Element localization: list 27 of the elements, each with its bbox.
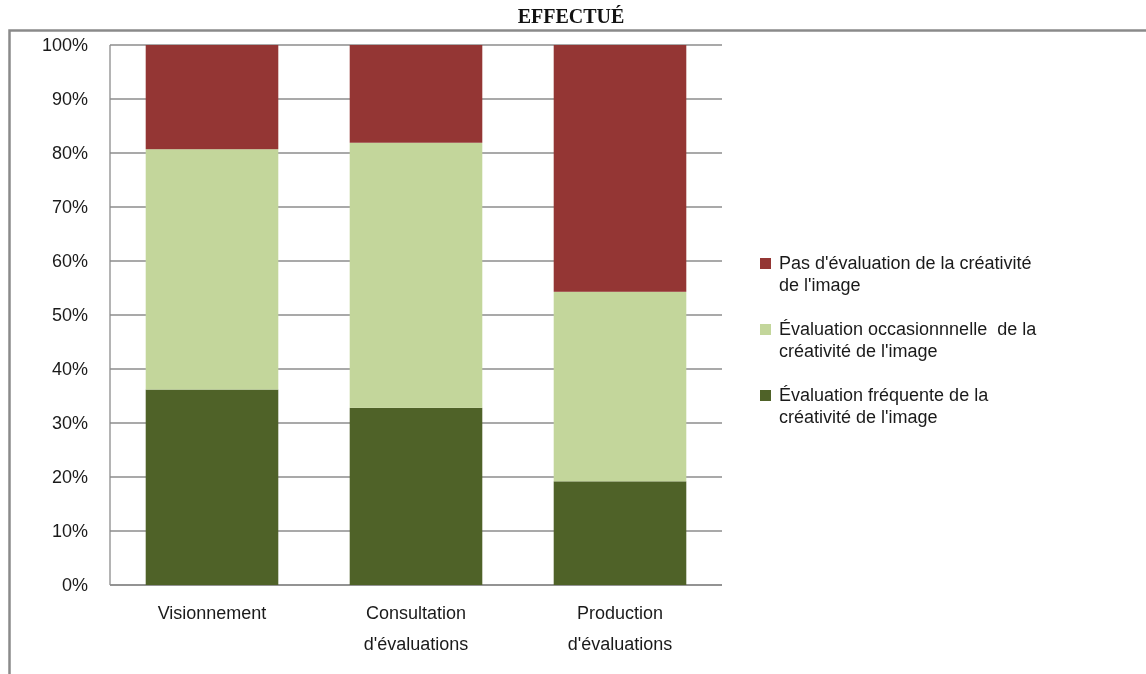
y-tick-label: 100% [41, 35, 88, 56]
bar [349, 142, 483, 408]
bar [349, 407, 483, 585]
bar [145, 389, 279, 585]
legend-label: Pas d'évaluation de la créativité de l'image [779, 253, 1032, 295]
bar [349, 45, 483, 143]
bar [553, 45, 687, 292]
x-tick-label: Consultation d'évaluations [363, 603, 469, 654]
bar [145, 149, 279, 390]
legend-label: Évaluation occasionnnelle de la créativité de l'image [779, 319, 1038, 361]
y-tick-label: 40% [51, 359, 88, 380]
bar [145, 45, 279, 150]
x-tick-label: Visionnement [157, 603, 267, 623]
y-tick-label: 70% [51, 197, 88, 218]
y-tick-label: 10% [51, 521, 88, 542]
y-tick-label: 0% [61, 575, 88, 596]
bar [553, 481, 687, 585]
chart-title: EFFECTUÉ [517, 5, 625, 27]
y-tick-label: 30% [51, 413, 88, 434]
y-tick-label: 20% [51, 467, 88, 488]
bar [553, 291, 687, 482]
y-tick-label: 80% [51, 143, 88, 164]
y-tick-label: 50% [51, 305, 88, 326]
legend-label: Évaluation fréquente de la créativité de l'image [779, 385, 990, 427]
x-tick-label: Production d'évaluations [567, 603, 673, 654]
y-tick-label: 90% [51, 89, 88, 110]
y-tick-label: 60% [51, 251, 88, 272]
